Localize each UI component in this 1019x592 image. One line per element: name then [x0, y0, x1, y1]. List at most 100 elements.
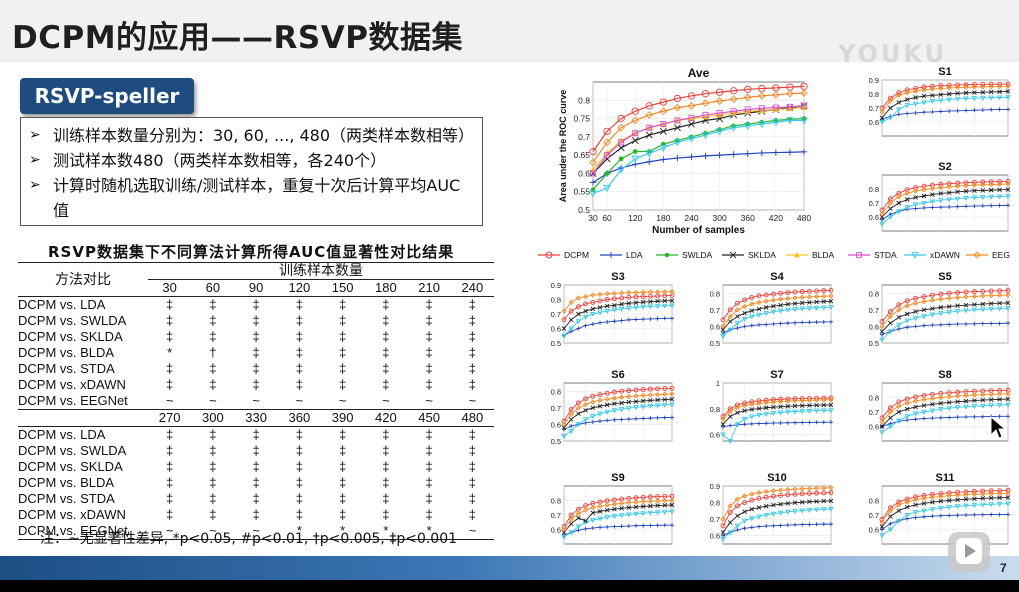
significance-cell: ‡	[468, 345, 476, 360]
stda-marker	[744, 106, 751, 113]
eegnet-marker	[701, 99, 710, 108]
eegnet-marker	[821, 485, 827, 491]
xdawn-marker	[879, 430, 885, 436]
sklda-marker	[785, 501, 791, 506]
chart-s4: 0.8 0.7 0.6 0.5 S4	[710, 271, 834, 348]
lda-marker	[814, 420, 819, 425]
lda-marker	[922, 514, 926, 519]
xdawn-marker	[996, 501, 1003, 507]
comparison-label: DCPM vs. STDA	[18, 491, 115, 506]
dcpm-marker	[626, 388, 632, 394]
lda-marker	[670, 415, 674, 420]
eegnet-marker	[980, 491, 986, 497]
significance-cell: ‡	[382, 345, 390, 360]
stda-marker	[716, 110, 723, 117]
eegnet-marker	[821, 293, 827, 299]
y-axis-label: Area under the ROC curve	[558, 90, 568, 203]
lda-marker	[913, 324, 918, 329]
significance-cell: ~	[382, 393, 390, 408]
lda-marker	[922, 416, 926, 421]
xdawn-marker	[626, 306, 632, 312]
eegnet-marker	[647, 289, 654, 295]
eegnet-marker	[633, 289, 639, 296]
dcpm-marker	[633, 387, 639, 393]
lda-marker	[605, 418, 610, 423]
sklda-marker	[888, 514, 893, 519]
lda-marker	[972, 108, 977, 113]
significance-cell: ‡	[339, 345, 347, 360]
xdawn-marker	[701, 132, 710, 140]
chart-title: S8	[938, 369, 951, 381]
significance-cell: ‡	[252, 329, 260, 344]
comparison-label: DCPM vs. SKLDA	[18, 459, 123, 474]
sklda-marker	[648, 398, 653, 403]
lda-marker	[576, 528, 581, 533]
xdawn-marker	[729, 124, 738, 132]
blda-marker	[794, 252, 800, 258]
lda-marker	[997, 512, 1002, 517]
dcpm-marker	[955, 489, 961, 495]
lda-marker	[896, 112, 901, 117]
plot-frame	[881, 284, 1009, 344]
eegnet-marker	[749, 491, 755, 497]
series-line-lda	[722, 321, 832, 334]
eegnet-marker	[763, 399, 769, 406]
eegnet-marker	[971, 293, 978, 300]
significance-cell: ‡	[209, 475, 217, 490]
xdawn-marker	[988, 95, 994, 101]
series-line-dcpm	[881, 290, 1009, 322]
sklda-marker	[583, 308, 588, 314]
significance-cell: ~	[234, 523, 278, 540]
lda-marker	[980, 107, 985, 112]
dcpm-marker	[647, 494, 653, 500]
lda-marker	[807, 522, 812, 527]
lda-marker	[964, 204, 968, 209]
y-tick-label: 0.9	[551, 281, 561, 290]
eegnet-marker	[971, 182, 978, 188]
xdawn-marker	[887, 527, 894, 533]
xdawn-marker	[633, 305, 639, 311]
y-tick-label: 0.7	[869, 408, 879, 417]
dcpm-marker	[821, 395, 827, 401]
sklda-marker	[821, 299, 827, 304]
xdawn-marker	[720, 536, 726, 542]
y-tick-label: 0.8	[869, 185, 879, 194]
y-tick-label: 0.6	[710, 322, 720, 331]
dcpm-marker	[980, 179, 986, 185]
eegnet-marker	[568, 299, 574, 306]
sklda-marker	[896, 508, 902, 513]
significance-cell: ‡	[468, 507, 476, 522]
dcpm-marker	[778, 290, 784, 296]
lda-marker	[749, 323, 754, 328]
lda-marker	[947, 415, 952, 420]
series-line-eegnet	[881, 294, 1009, 327]
sklda-marker	[597, 403, 603, 409]
sklda-marker	[673, 124, 681, 132]
y-tick-label: 0.7	[869, 199, 879, 208]
sklda-marker	[896, 409, 902, 415]
lda-marker	[972, 414, 977, 419]
stda-marker	[702, 111, 709, 118]
sklda-marker	[963, 496, 969, 502]
eegnet-marker	[896, 92, 902, 99]
dcpm-marker	[988, 388, 994, 394]
dcpm-marker	[955, 290, 961, 296]
sklda-marker	[913, 404, 918, 410]
sklda-marker	[763, 405, 769, 411]
dcpm-marker	[561, 418, 567, 424]
dcpm-marker	[938, 491, 944, 496]
dcpm-marker	[938, 390, 944, 396]
eegnet-marker	[963, 84, 969, 90]
bullet-text: 计算时随机选取训练/测试样本，重复十次后计算平均AUC值	[53, 176, 461, 220]
dcpm-marker	[929, 83, 935, 89]
lda-marker	[938, 415, 943, 420]
sklda-marker	[930, 93, 935, 98]
series-line-lda	[881, 513, 1009, 530]
lda-marker	[749, 421, 754, 426]
dcpm-marker	[611, 497, 617, 503]
dcpm-marker	[763, 292, 769, 298]
play-button[interactable]	[948, 532, 990, 572]
dcpm-marker	[583, 503, 589, 509]
sklda-marker	[771, 404, 776, 410]
eegnet-marker	[763, 298, 769, 304]
